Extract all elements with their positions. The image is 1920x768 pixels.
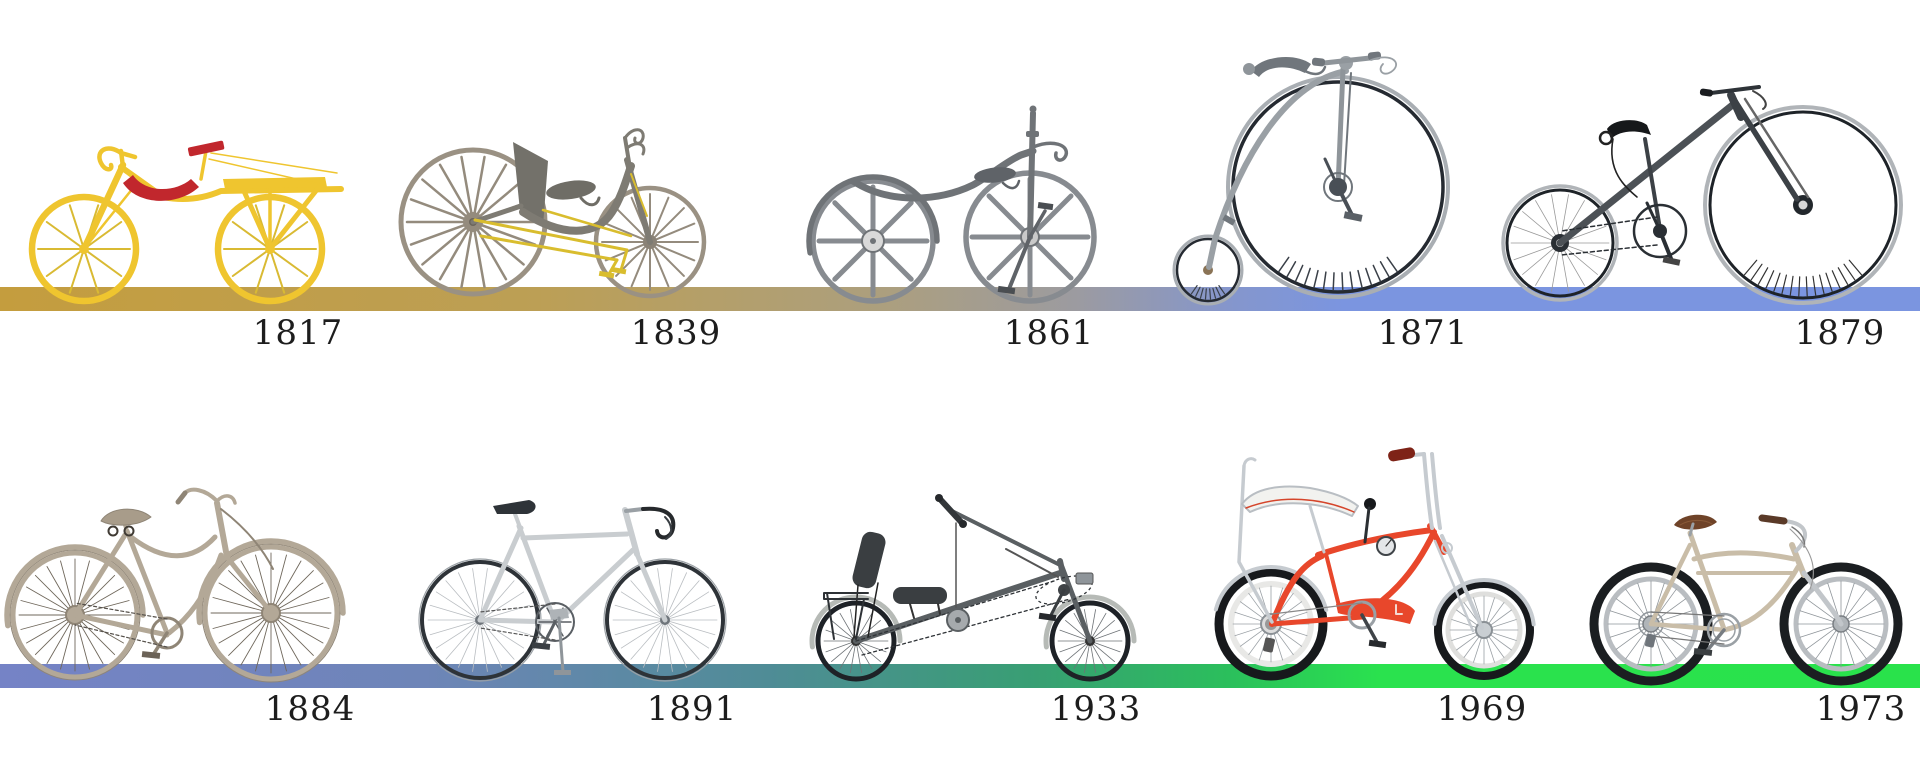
timeline-band-bottom (0, 664, 1920, 688)
bike-1817-draisine (28, 140, 344, 305)
pedals (1323, 157, 1363, 222)
bike-1839-treadle (398, 128, 707, 299)
fork (1801, 570, 1844, 627)
year-label-1973: 1973 (1815, 689, 1907, 729)
derailleur (1263, 637, 1275, 653)
bike-1884-safety (4, 487, 346, 688)
chain (74, 602, 168, 648)
kickstand (549, 608, 571, 675)
sissy-bar (1237, 464, 1274, 624)
frame (1269, 523, 1447, 627)
brake-rod (220, 508, 274, 570)
handlebar (1758, 514, 1814, 590)
year-label-1861: 1861 (1003, 313, 1095, 353)
rear-mudguard (806, 174, 940, 308)
stick-shifter (1363, 498, 1376, 544)
bike-1933-recumbent (809, 494, 1137, 688)
crank-drive (74, 602, 184, 659)
crank-drive (1271, 600, 1387, 649)
rear-fender (1212, 565, 1330, 683)
saddle (546, 180, 596, 200)
saddle (100, 508, 152, 526)
treadle-linkage (473, 173, 648, 279)
timeline-band-top (0, 287, 1920, 311)
frame (1206, 66, 1352, 270)
crank-drive (1650, 611, 1742, 656)
saddle (1607, 120, 1651, 139)
springer-fork (1433, 534, 1484, 633)
bike-1861-boneshaker (806, 105, 1097, 308)
bike-1891-road-bicycle (418, 500, 727, 682)
saddle (493, 500, 536, 514)
rear-mudguard (809, 594, 903, 688)
chain (479, 603, 556, 641)
chain (1271, 602, 1363, 615)
handlebar (1031, 141, 1069, 162)
rear-rack (823, 592, 869, 640)
bike-1969-banana-seat (1212, 447, 1536, 683)
front-wheel (1703, 105, 1903, 305)
pedals (997, 202, 1054, 295)
brake-cable (1789, 528, 1814, 590)
seat-bench (893, 587, 947, 604)
year-label-1839: 1839 (630, 313, 722, 353)
year-label-1879: 1879 (1794, 313, 1886, 353)
grip (1758, 514, 1788, 525)
handlebar (935, 494, 967, 528)
saddle (974, 167, 1016, 183)
bike-1879-bicyclette (1501, 85, 1903, 305)
handlebar (1311, 51, 1397, 75)
crank-drive (1560, 201, 1688, 266)
saddle (123, 175, 199, 201)
handlebar (175, 487, 237, 505)
banana-seat (1241, 485, 1359, 517)
year-label-1817: 1817 (252, 313, 344, 353)
handlebar (1699, 85, 1767, 110)
frame (1556, 91, 1810, 247)
chain (1650, 611, 1725, 645)
mounting-peg (1222, 214, 1236, 226)
grip (1388, 447, 1416, 462)
front-mudguard (196, 538, 346, 688)
handlebar (623, 128, 645, 145)
chain (1560, 216, 1658, 256)
frame (853, 509, 1093, 644)
ape-hanger-handlebar (1388, 447, 1442, 530)
handlebar (97, 146, 124, 172)
front-mudguard (1043, 594, 1137, 688)
frame (80, 146, 344, 253)
rear-wheel (1172, 234, 1244, 306)
headlight (1075, 572, 1094, 585)
front-wheel (1434, 580, 1534, 680)
bike-1973-cruiser (1589, 514, 1903, 686)
saddle (1674, 514, 1717, 530)
brake-cable (1611, 138, 1638, 198)
derailleur (1645, 633, 1656, 648)
year-label-1884: 1884 (264, 689, 356, 729)
year-label-1871: 1871 (1377, 313, 1469, 353)
rest-pad (187, 140, 225, 157)
handlebar (624, 506, 676, 540)
year-label-1969: 1969 (1436, 689, 1528, 729)
bike-1871-penny-farthing (1172, 51, 1450, 306)
rear-wheel (810, 178, 936, 304)
front-wheel (201, 543, 341, 683)
pedals (1038, 584, 1070, 622)
year-label-1933: 1933 (1050, 689, 1142, 729)
front-fender (1432, 578, 1536, 682)
saddle (1251, 56, 1311, 77)
seat-backrest (852, 531, 886, 589)
year-label-1891: 1891 (646, 689, 738, 729)
